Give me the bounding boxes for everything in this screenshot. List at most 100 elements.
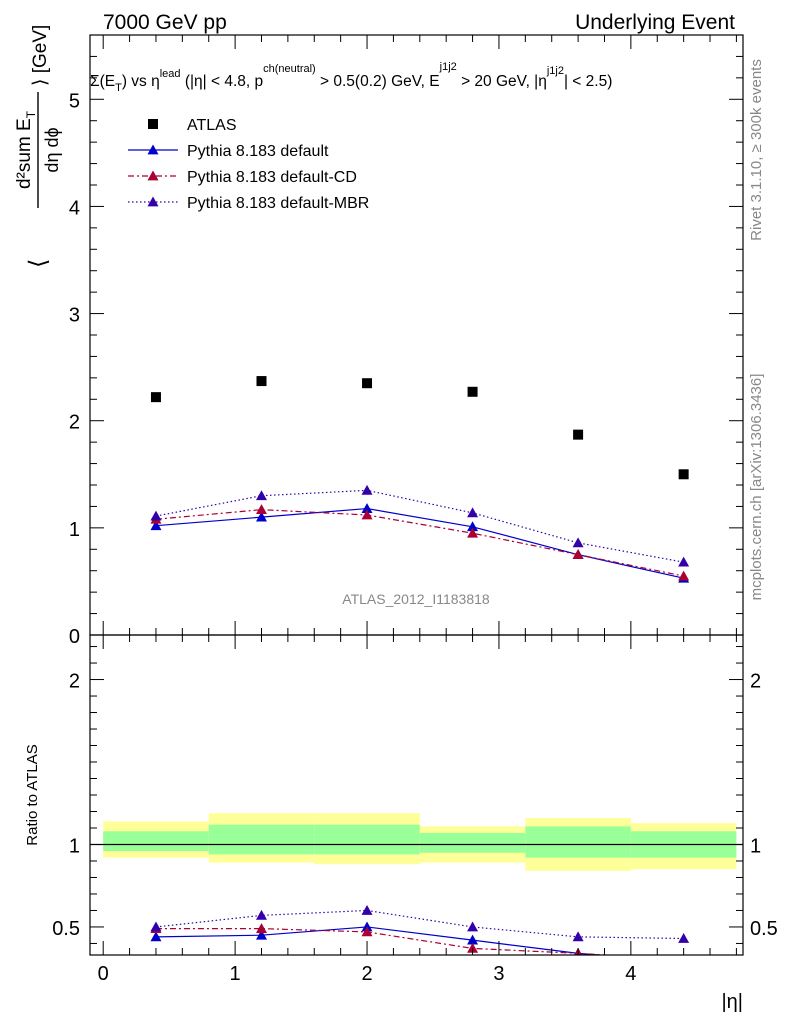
main-y-label-0: 0 <box>69 626 80 648</box>
main-point-3-1 <box>255 490 267 501</box>
main-point-2-1 <box>255 504 267 515</box>
x-label-1: 1 <box>230 963 241 985</box>
ylabel-num-T: T <box>24 110 38 118</box>
main-y-label-4: 4 <box>69 197 80 219</box>
x-label-3: 3 <box>493 963 504 985</box>
ratio-point-2-4 <box>572 931 584 942</box>
ratio-point-2-2 <box>361 904 373 915</box>
title-sigma: Σ(E <box>90 73 115 90</box>
ratio-point-1-3 <box>467 942 479 953</box>
ratio-point-2-3 <box>467 921 479 932</box>
ratio-y-label-right-2: 2 <box>750 671 761 693</box>
main-point-1-0 <box>150 520 162 531</box>
title-T: T <box>115 82 122 94</box>
main-point-2-3 <box>467 527 479 538</box>
title-chneutral: ch(neutral) <box>263 63 316 75</box>
legend-marker-3 <box>147 196 159 207</box>
main-point-0-2 <box>362 378 373 389</box>
main-point-2-2 <box>361 509 373 520</box>
title-lead: lead <box>160 68 181 80</box>
legend-label-3: Pythia 8.183 default-MBR <box>187 195 369 212</box>
main-point-3-2 <box>361 484 373 495</box>
side-label-mcplots: mcplots.cern.ch [arXiv:1306.3436] <box>748 374 765 601</box>
ratio-point-2-0 <box>150 921 162 932</box>
legend-marker-1 <box>147 144 159 155</box>
main-point-3-5 <box>678 556 690 567</box>
main-y-label-5: 5 <box>69 90 80 112</box>
ratio-point-1-1 <box>255 923 267 934</box>
main-point-0-0 <box>150 392 161 403</box>
legend: ATLAS Pythia 8.183 default Pythia 8.183 de… <box>128 117 369 212</box>
band-green-2 <box>314 824 420 855</box>
ylabel-open: ⟨ <box>25 259 52 268</box>
x-label-0: 0 <box>98 963 109 985</box>
title-j1j2-sup2: j1j2 <box>546 65 564 77</box>
header-right: Underlying Event <box>575 11 735 34</box>
x-label-2: 2 <box>361 963 372 985</box>
main-point-2-4 <box>572 549 584 560</box>
band-green-1 <box>208 824 315 855</box>
main-point-0-1 <box>256 376 267 387</box>
side-label-rivet: Rivet 3.1.10, ≥ 300k events <box>748 59 765 241</box>
ratio-point-2-5 <box>678 933 690 943</box>
ylabel-main: ⟨ d²sum ET dη dϕ ⟩ [GeV] <box>14 25 62 268</box>
ratio-series <box>150 904 690 966</box>
band-green-0 <box>103 831 209 852</box>
ratio-y-label-right-1: 1 <box>750 835 761 857</box>
main-point-1-1 <box>255 511 267 522</box>
main-line-3 <box>155 489 684 563</box>
ratio-uncertainty-bands <box>90 813 743 871</box>
ylabel-numerator: d²sum ET <box>14 110 38 189</box>
main-point-2-5 <box>678 570 690 581</box>
main-line-2 <box>155 509 684 577</box>
title-cut2: > 0.5(0.2) GeV, E <box>316 73 440 90</box>
main-point-3-0 <box>150 510 162 521</box>
main-point-1-3 <box>467 521 479 532</box>
title-j1j2-sup: j1j2 <box>439 61 457 73</box>
axis-ticks <box>90 35 743 955</box>
ylabel-denominator: dη dϕ <box>42 127 62 172</box>
axis-tick-labels: 0 1 2 3 4 5 0.5 0.5 1 1 2 2 0 1 2 3 4 <box>52 90 778 985</box>
title-cut4: | < 2.5) <box>564 73 612 90</box>
main-y-label-2: 2 <box>69 412 80 434</box>
ratio-y-label-right-0: 0.5 <box>750 918 778 940</box>
ratio-y-label-left-0: 0.5 <box>52 918 80 940</box>
ratio-line-1 <box>155 928 615 955</box>
x-label-4: 4 <box>625 963 636 985</box>
ratio-point-0-5 <box>678 956 689 966</box>
ratio-point-2-1 <box>255 909 267 920</box>
main-point-3-3 <box>467 507 479 518</box>
title-cut3: > 20 GeV, |η <box>457 73 547 90</box>
ratio-y-label-left-2: 2 <box>69 671 80 693</box>
analysis-id: ATLAS_2012_I1183818 <box>342 591 490 607</box>
title-vs: ) vs η <box>122 73 160 90</box>
main-y-label-1: 1 <box>69 519 80 541</box>
legend-marker-2 <box>147 170 159 181</box>
ylabel-num-text: d²sum E <box>14 118 35 189</box>
legend-label-1: Pythia 8.183 default <box>187 143 329 160</box>
band-green-3 <box>419 832 526 853</box>
ylabel-ratio: Ratio to ATLAS <box>24 744 41 845</box>
ylabel-close: ⟩ [GeV] <box>30 25 51 86</box>
ratio-frame <box>89 634 744 956</box>
main-point-1-2 <box>361 503 373 513</box>
main-point-3-4 <box>572 537 584 548</box>
title-cut1: (|η| < 4.8, p <box>181 73 264 90</box>
ratio-point-0-3 <box>467 934 479 945</box>
main-point-0-3 <box>467 386 478 397</box>
band-green-4 <box>525 826 631 858</box>
main-point-0-4 <box>573 429 584 440</box>
main-y-label-3: 3 <box>69 305 80 327</box>
legend-label-2: Pythia 8.183 default-CD <box>187 169 357 186</box>
ratio-line-2 <box>155 909 684 940</box>
main-line-1 <box>155 507 684 579</box>
ratio-point-1-2 <box>361 926 373 937</box>
main-point-0-5 <box>678 469 689 480</box>
plot-title: Σ(ET) vs ηlead (|η| < 4.8, pch(neutral) … <box>90 61 612 94</box>
xlabel: |η| <box>721 991 743 1013</box>
main-series <box>150 376 690 583</box>
ratio-point-0-0 <box>150 931 162 942</box>
ratio-y-label-left-1: 1 <box>69 835 80 857</box>
legend-label-0: ATLAS <box>187 117 237 134</box>
